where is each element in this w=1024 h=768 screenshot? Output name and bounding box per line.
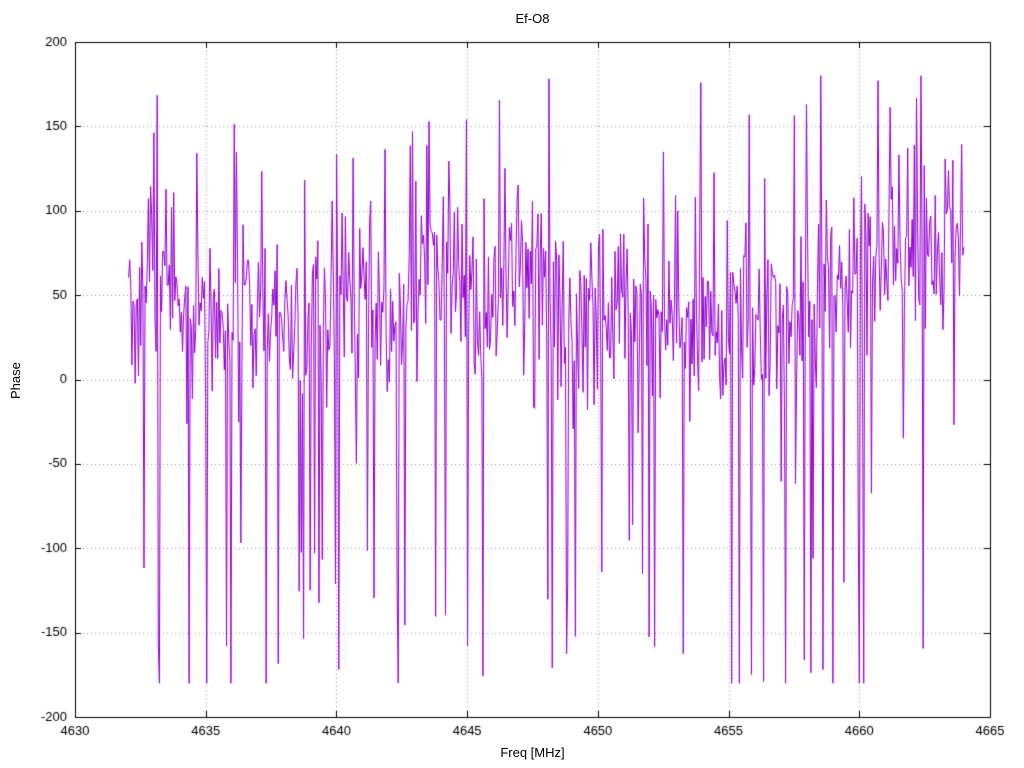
chart-title: Ef-O8 (515, 11, 550, 26)
x-axis-label: Freq [MHz] (500, 745, 565, 760)
y-axis-label: Phase (8, 362, 23, 399)
